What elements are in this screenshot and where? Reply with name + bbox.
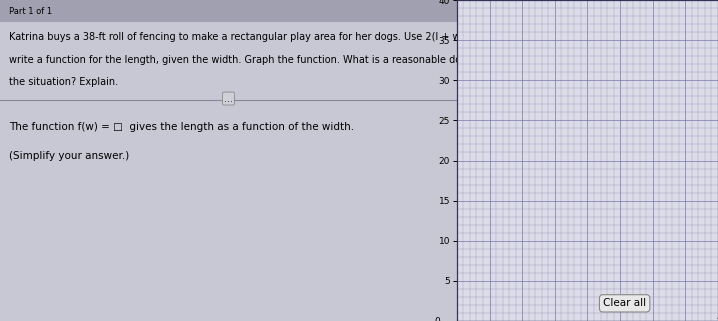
Text: Clear all: Clear all <box>603 298 646 308</box>
Text: the situation? Explain.: the situation? Explain. <box>9 77 118 87</box>
Bar <box>0 0 457 22</box>
Text: Part 1 of 1: Part 1 of 1 <box>9 7 52 16</box>
Text: Katrina buys a 38-ft roll of fencing to make a rectangular play area for her dog: Katrina buys a 38-ft roll of fencing to … <box>9 32 504 42</box>
Text: (Simplify your answer.): (Simplify your answer.) <box>9 151 129 161</box>
Text: write a function for the length, given the width. Graph the function. What is a : write a function for the length, given t… <box>9 55 502 65</box>
Text: The function f(w) = □  gives the length as a function of the width.: The function f(w) = □ gives the length a… <box>9 122 354 132</box>
Text: ...: ... <box>224 93 233 104</box>
Text: 0: 0 <box>435 317 441 321</box>
